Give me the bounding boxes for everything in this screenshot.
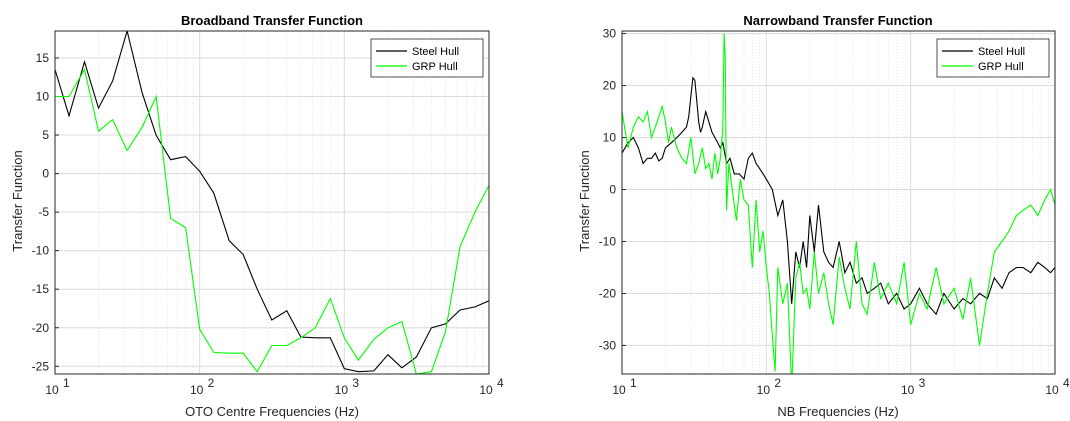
narrowband-chart: Narrowband Transfer Function NB Frequenc… bbox=[577, 13, 1070, 419]
y-tick-label: -5 bbox=[38, 205, 49, 219]
y-tick-label: -25 bbox=[32, 359, 50, 373]
x-tick-label: 10 bbox=[1045, 383, 1059, 397]
series-line bbox=[622, 76, 1055, 316]
chart-title: Narrowband Transfer Function bbox=[743, 13, 932, 28]
x-tick-label: 10 bbox=[190, 383, 204, 397]
chart-title: Broadband Transfer Function bbox=[181, 13, 363, 28]
y-tick-label: -30 bbox=[599, 338, 617, 352]
x-tick-exponent: 3 bbox=[352, 376, 359, 390]
legend-box bbox=[370, 38, 484, 78]
x-tick-exponent: 4 bbox=[497, 376, 504, 390]
y-tick-label: 15 bbox=[36, 51, 50, 65]
x-axis-label: OTO Centre Frequencies (Hz) bbox=[185, 404, 359, 419]
legend-label: Steel Hull bbox=[412, 46, 459, 58]
legend-label: GRP Hull bbox=[978, 61, 1024, 73]
x-tick-exponent: 4 bbox=[1063, 376, 1070, 390]
x-tick-label: 10 bbox=[45, 383, 59, 397]
y-tick-label: -20 bbox=[32, 321, 50, 335]
x-tick-exponent: 2 bbox=[208, 376, 215, 390]
y-tick-label: -10 bbox=[32, 244, 50, 258]
y-tick-label: -10 bbox=[599, 234, 617, 248]
legend-label: Steel Hull bbox=[978, 46, 1025, 58]
y-tick-label: 0 bbox=[42, 167, 49, 181]
axes-frame bbox=[621, 30, 1056, 375]
x-tick-label: 10 bbox=[612, 383, 626, 397]
y-tick-label: 10 bbox=[603, 131, 617, 145]
x-tick-label: 10 bbox=[757, 383, 771, 397]
series-line bbox=[55, 68, 489, 374]
y-tick-label: 20 bbox=[603, 79, 617, 93]
y-axis-label: Transfer Function bbox=[577, 150, 592, 251]
x-tick-label: 10 bbox=[901, 383, 915, 397]
x-tick-exponent: 2 bbox=[774, 376, 781, 390]
y-tick-label: 30 bbox=[603, 27, 617, 41]
y-tick-label: -20 bbox=[599, 286, 617, 300]
x-tick-exponent: 1 bbox=[63, 376, 70, 390]
y-tick-label: 0 bbox=[609, 183, 616, 197]
x-tick-exponent: 1 bbox=[630, 376, 637, 390]
plot-area bbox=[622, 31, 1055, 374]
x-tick-exponent: 3 bbox=[919, 376, 926, 390]
axes-frame bbox=[54, 30, 490, 375]
plot-area bbox=[55, 31, 489, 374]
y-tick-label: 10 bbox=[36, 90, 50, 104]
y-tick-label: 5 bbox=[42, 128, 49, 142]
series-line bbox=[622, 33, 1055, 374]
x-tick-label: 10 bbox=[335, 383, 349, 397]
y-tick-label: -15 bbox=[32, 282, 50, 296]
legend-box bbox=[936, 38, 1050, 78]
series-line bbox=[55, 31, 489, 373]
broadband-chart: Broadband Transfer Function OTO Centre F… bbox=[10, 13, 504, 419]
y-axis-label: Transfer Function bbox=[10, 150, 25, 251]
x-axis-label: NB Frequencies (Hz) bbox=[777, 404, 898, 419]
x-tick-label: 10 bbox=[479, 383, 493, 397]
legend-label: GRP Hull bbox=[412, 61, 458, 73]
